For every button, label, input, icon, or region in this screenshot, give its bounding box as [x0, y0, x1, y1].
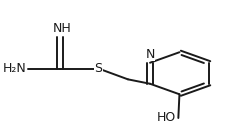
- Text: N: N: [145, 48, 155, 61]
- Text: HO: HO: [157, 112, 176, 125]
- Text: S: S: [94, 62, 102, 75]
- Text: NH: NH: [53, 22, 72, 35]
- Text: H₂N: H₂N: [2, 62, 26, 75]
